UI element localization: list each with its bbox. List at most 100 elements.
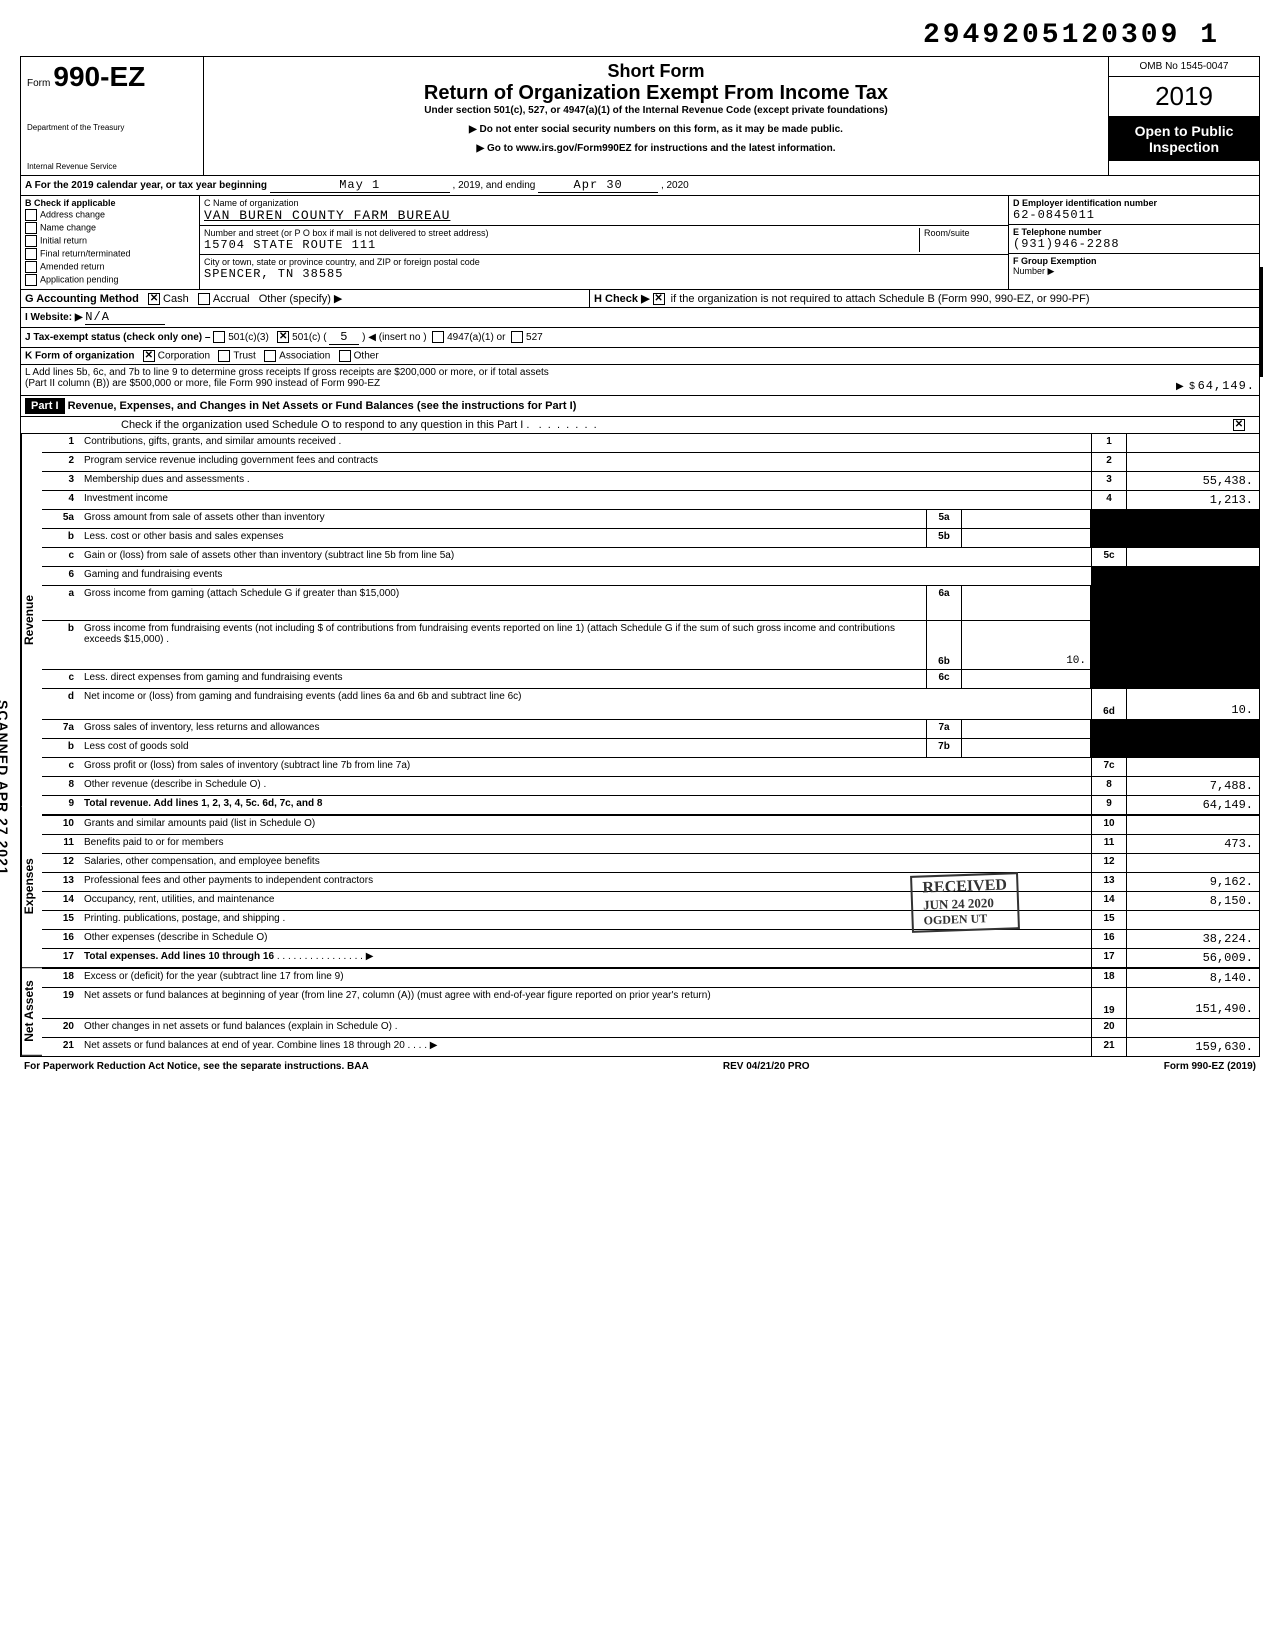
line-7a-mid[interactable] xyxy=(962,720,1091,738)
j-4947: 4947(a)(1) or xyxy=(447,332,505,343)
line-18-amt[interactable]: 8,140. xyxy=(1126,969,1259,987)
line-6a-desc: Gross income from gaming (attach Schedul… xyxy=(80,586,926,620)
dept-irs: Internal Revenue Service xyxy=(27,162,197,171)
j-label: J Tax-exempt status (check only one) – xyxy=(25,332,210,343)
check-corp[interactable] xyxy=(143,350,155,362)
room-label: Room/suite xyxy=(924,228,970,238)
line-2-amt[interactable] xyxy=(1126,453,1259,471)
line-6d-amt[interactable]: 10. xyxy=(1126,689,1259,719)
check-other[interactable] xyxy=(339,350,351,362)
line-6c-mid[interactable] xyxy=(962,670,1091,688)
line-11-amt[interactable]: 473. xyxy=(1126,835,1259,853)
opt-address: Address change xyxy=(40,209,105,219)
year-begin[interactable]: May 1 xyxy=(270,178,450,193)
line-19-desc: Net assets or fund balances at beginning… xyxy=(80,988,1091,1018)
line-13-amt[interactable]: 9,162. xyxy=(1126,873,1259,891)
line-6-desc: Gaming and fundraising events xyxy=(80,567,1091,585)
check-address-change[interactable] xyxy=(25,209,37,221)
check-initial-return[interactable] xyxy=(25,235,37,247)
line-14-amt[interactable]: 8,150. xyxy=(1126,892,1259,910)
j-501c: 501(c) ( xyxy=(292,332,326,343)
e-label: E Telephone number xyxy=(1013,227,1101,237)
b-label: B Check if applicable xyxy=(25,198,116,208)
line-6d-desc: Net income or (loss) from gaming and fun… xyxy=(80,689,1091,719)
line-5a-mid[interactable] xyxy=(962,510,1091,528)
line-10-desc: Grants and similar amounts paid (list in… xyxy=(80,816,1091,834)
line-6c-desc: Less. direct expenses from gaming and fu… xyxy=(80,670,926,688)
year-end-2: , 2020 xyxy=(661,180,689,191)
j-527: 527 xyxy=(526,332,543,343)
c-label: C Name of organization xyxy=(204,198,299,208)
line-10-amt[interactable] xyxy=(1126,816,1259,834)
f-label2: Number ▶ xyxy=(1013,266,1054,276)
line-5b-mid[interactable] xyxy=(962,529,1091,547)
line-12-amt[interactable] xyxy=(1126,854,1259,872)
line-7a-desc: Gross sales of inventory, less returns a… xyxy=(80,720,926,738)
line-9-amt[interactable]: 64,149. xyxy=(1126,796,1259,814)
line-20-amt[interactable] xyxy=(1126,1019,1259,1037)
k-trust: Trust xyxy=(233,351,255,362)
line-6b-desc: Gross income from fundraising events (no… xyxy=(80,621,926,669)
check-trust[interactable] xyxy=(218,350,230,362)
line-a: A For the 2019 calendar year, or tax yea… xyxy=(21,176,1259,196)
open-public-2: Inspection xyxy=(1113,139,1255,155)
g-cash: Cash xyxy=(163,293,189,305)
check-amended-return[interactable] xyxy=(25,261,37,273)
stamp-received: RECEIVED JUN 24 2020 OGDEN UT xyxy=(910,872,1020,933)
line-16-amt[interactable]: 38,224. xyxy=(1126,930,1259,948)
line-4-amt[interactable]: 1,213. xyxy=(1126,491,1259,509)
line-6b-mid[interactable]: 10. xyxy=(962,621,1091,669)
city-state-zip[interactable]: SPENCER, TN 38585 xyxy=(204,267,343,281)
check-application-pending[interactable] xyxy=(25,274,37,286)
line-21-amt[interactable]: 159,630. xyxy=(1126,1038,1259,1056)
part1-label: Part I xyxy=(25,398,65,414)
check-cash[interactable] xyxy=(148,293,160,305)
check-4947[interactable] xyxy=(432,331,444,343)
line-12-desc: Salaries, other compensation, and employ… xyxy=(80,854,1091,872)
g-accrual: Accrual xyxy=(213,293,250,305)
stamp-ogden: OGDEN UT xyxy=(923,911,1008,929)
opt-initial: Initial return xyxy=(40,235,87,245)
line-5c-amt[interactable] xyxy=(1126,548,1259,566)
line-17-amt[interactable]: 56,009. xyxy=(1126,949,1259,967)
line-5b-desc: Less. cost or other basis and sales expe… xyxy=(80,529,926,547)
line-1-amt[interactable] xyxy=(1126,434,1259,452)
line-6a-mid[interactable] xyxy=(962,586,1091,620)
check-501c3[interactable] xyxy=(213,331,225,343)
opt-final: Final return/terminated xyxy=(40,248,131,258)
line-1-desc: Contributions, gifts, grants, and simila… xyxy=(80,434,1091,452)
ein[interactable]: 62-0845011 xyxy=(1013,208,1095,222)
line-7b-mid[interactable] xyxy=(962,739,1091,757)
org-name[interactable]: VAN BUREN COUNTY FARM BUREAU xyxy=(204,208,450,223)
l-text2: (Part II column (B)) are $500,000 or mor… xyxy=(25,378,1075,389)
line-7c-amt[interactable] xyxy=(1126,758,1259,776)
check-527[interactable] xyxy=(511,331,523,343)
j-insert: ) ◀ (insert no ) xyxy=(362,332,426,343)
check-schedule-o[interactable] xyxy=(1233,419,1245,431)
line-15-amt[interactable] xyxy=(1126,911,1259,929)
line-19-amt[interactable]: 151,490. xyxy=(1126,988,1259,1018)
check-final-return[interactable] xyxy=(25,248,37,260)
year-end[interactable]: Apr 30 xyxy=(538,178,658,193)
line-8-amt[interactable]: 7,488. xyxy=(1126,777,1259,795)
instr-ssn: Do not enter social security numbers on … xyxy=(208,124,1104,135)
g-other: Other (specify) ▶ xyxy=(259,293,343,305)
open-public-1: Open to Public xyxy=(1113,123,1255,139)
instr-website: Go to www.irs.gov/Form990EZ for instruct… xyxy=(208,143,1104,154)
check-h[interactable] xyxy=(653,293,665,305)
check-name-change[interactable] xyxy=(25,222,37,234)
form-990ez: Form 990-EZ Department of the Treasury I… xyxy=(20,56,1260,1057)
k-assoc: Association xyxy=(279,351,330,362)
dept-treasury: Department of the Treasury xyxy=(27,123,197,132)
website[interactable]: N/A xyxy=(85,310,165,325)
phone[interactable]: (931)946-2288 xyxy=(1013,237,1120,251)
street-address[interactable]: 15704 STATE ROUTE 111 xyxy=(204,238,376,252)
check-accrual[interactable] xyxy=(198,293,210,305)
side-netassets: Net Assets xyxy=(21,968,42,1056)
check-501c[interactable] xyxy=(277,331,289,343)
line-17-desc: Total expenses. Add lines 10 through 16 xyxy=(84,951,274,962)
line-8-desc: Other revenue (describe in Schedule O) . xyxy=(80,777,1091,795)
j-501c-num[interactable]: 5 xyxy=(329,330,359,345)
line-3-amt[interactable]: 55,438. xyxy=(1126,472,1259,490)
check-assoc[interactable] xyxy=(264,350,276,362)
